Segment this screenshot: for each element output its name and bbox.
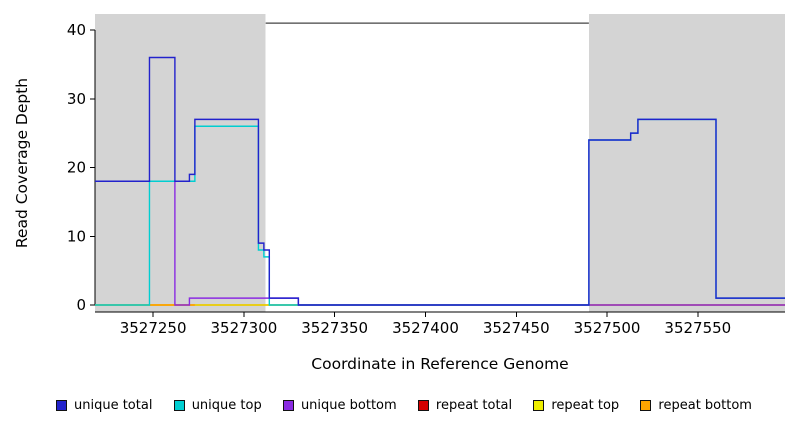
legend-item-repeat-top: repeat top [533, 398, 619, 413]
x-axis-title: Coordinate in Reference Genome [311, 355, 568, 373]
y-tick-label: 30 [67, 90, 86, 108]
right-shaded-region [588, 14, 785, 312]
x-tick-label: 3527250 [120, 319, 187, 337]
legend-label: repeat bottom [658, 398, 752, 413]
legend-item-unique-total: unique total [56, 398, 152, 413]
legend-label: unique total [74, 398, 153, 413]
repeat-top-swatch-icon [533, 400, 545, 411]
coverage-chart: 3527250 3527300 3527350 3527400 3527450 35275… [13, 14, 785, 373]
y-tick-label: 0 [76, 296, 86, 314]
x-tick-label: 3527450 [483, 319, 550, 337]
legend-label: unique top [191, 398, 262, 413]
repeat-bottom-swatch-icon [640, 400, 652, 411]
legend-label: repeat top [551, 398, 620, 413]
repeat-total-swatch-icon [417, 400, 429, 411]
legend-label: repeat total [435, 398, 513, 413]
series-unique-total [95, 56, 785, 306]
y-tick-label: 40 [67, 21, 86, 39]
x-tick-label: 3527400 [392, 319, 459, 337]
left-shaded-region [95, 14, 266, 312]
legend-item-unique-top: unique top [173, 398, 262, 413]
y-axis-title: Read Coverage Depth [13, 78, 31, 248]
x-tick-label: 3527300 [210, 319, 277, 337]
legend-item-unique-bottom: unique bottom [282, 398, 397, 413]
x-tick-label: 3527350 [301, 319, 368, 337]
unique-bottom-swatch-icon [282, 400, 294, 411]
unique-top-swatch-icon [173, 400, 185, 411]
chart-legend: unique total unique top unique bottom re… [0, 385, 792, 432]
legend-item-repeat-total: repeat total [417, 398, 513, 413]
unique-total-swatch-icon [56, 400, 67, 411]
x-tick-label: 3527500 [574, 319, 641, 337]
legend-label: unique bottom [300, 398, 397, 413]
x-tick-label: 3527550 [664, 319, 731, 337]
y-tick-label: 20 [67, 159, 86, 177]
legend-item-repeat-bottom: repeat bottom [640, 398, 752, 413]
y-tick-label: 10 [67, 227, 86, 245]
